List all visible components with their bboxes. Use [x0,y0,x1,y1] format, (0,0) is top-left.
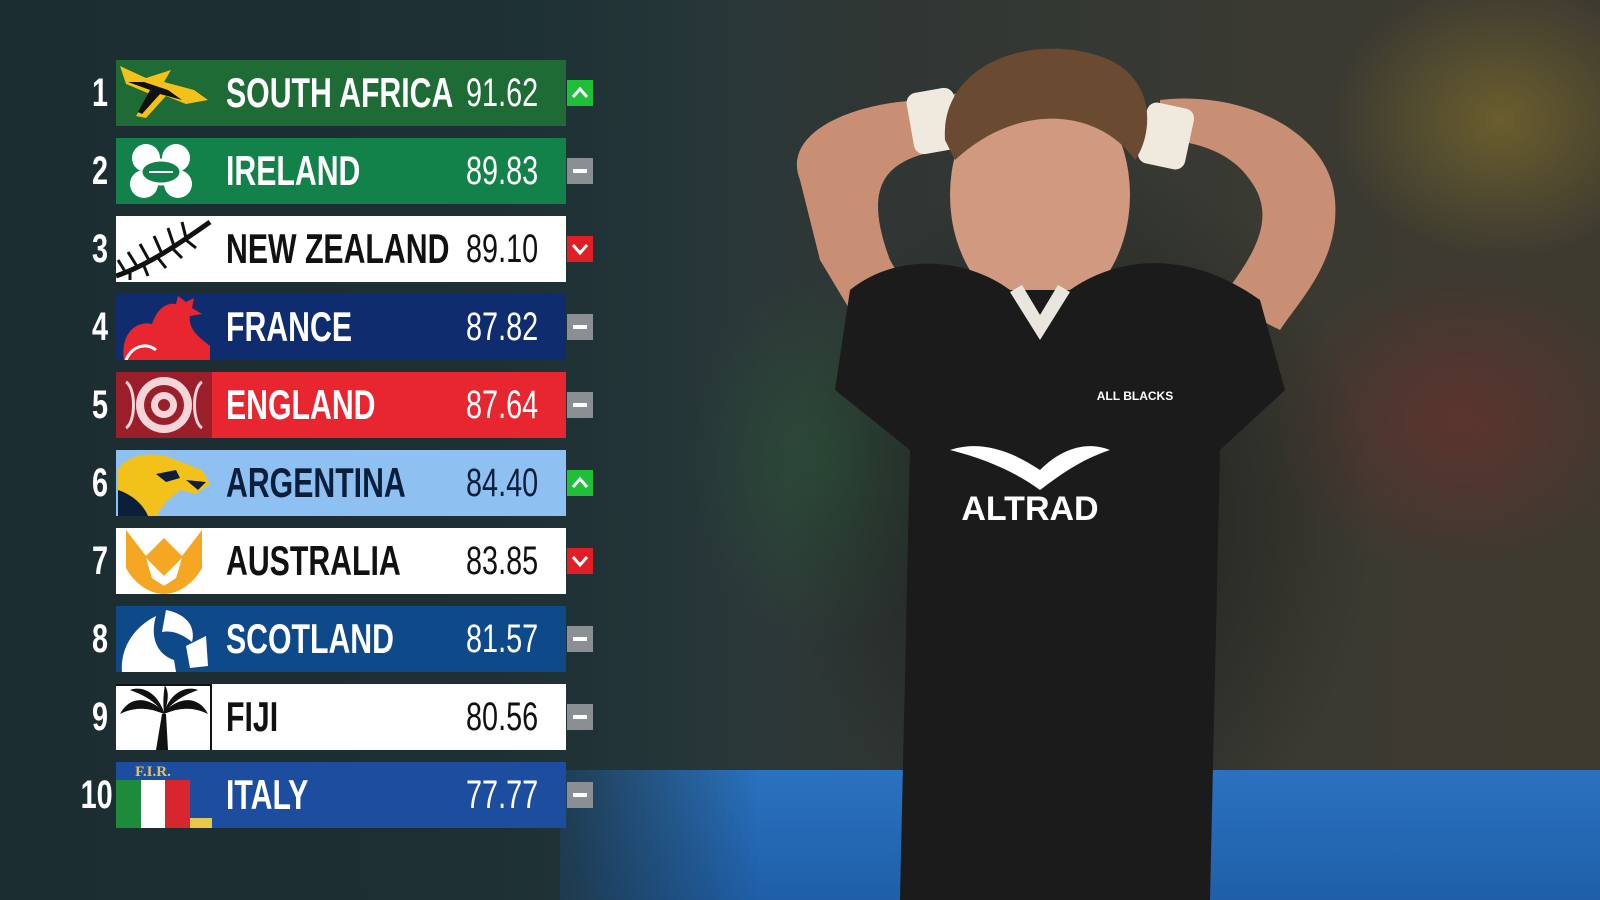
trend-up-icon [567,470,593,496]
fir-text: F.I.R. [135,764,171,780]
team-name: NEW ZEALAND [226,225,450,272]
trend-same-icon [567,314,593,340]
fir-shield-icon: F.I.R. [116,762,212,828]
team-points: 87.82 [465,305,538,349]
ranking-row: 6 ARGENTINA 84.40 [70,450,593,516]
trend-up-icon [567,80,593,106]
ranking-row: 5 ENGLAND 87.64 [70,372,593,438]
rank-number: 8 [91,617,108,661]
rank-number: 4 [91,305,108,349]
ranking-row: 7 AUSTRALIA 83.85 [70,528,593,594]
team-points: 80.56 [465,695,538,739]
rank-number: 3 [91,227,108,271]
puma-icon [116,450,212,516]
trend-down-icon [567,236,593,262]
shamrock-icon [116,138,212,204]
palm-icon [116,684,212,750]
ranking-row: 2 IRELAND 89.83 [70,138,593,204]
trend-same-icon [567,158,593,184]
team-name: IRELAND [226,147,361,194]
team-bar: ARGENTINA 84.40 [116,450,566,516]
team-bar: FRANCE 87.82 [116,294,566,360]
ranking-row: 1 SOUTH AFRICA 91.62 [70,60,593,126]
trend-same-icon [567,392,593,418]
ranking-row: 10 F.I.R. ITALY 77.77 [70,762,593,828]
team-name: SOUTH AFRICA [226,69,454,116]
ranking-row: 4 FRANCE 87.82 [70,294,593,360]
team-points: 83.85 [465,539,538,583]
rank-number: 6 [91,461,108,505]
jersey-crest: ALL BLACKS [1097,389,1173,403]
team-name: AUSTRALIA [226,537,401,584]
team-name: ENGLAND [226,381,376,428]
ranking-row: 8 SCOTLAND 81.57 [70,606,593,672]
team-bar: AUSTRALIA 83.85 [116,528,566,594]
team-name: ARGENTINA [226,459,406,506]
trend-same-icon [567,782,593,808]
rank-number: 9 [91,695,108,739]
rooster-icon [116,294,212,360]
player-photo: ALTRAD ALL BLACKS [796,48,1336,900]
rank-number: 2 [91,149,108,193]
team-name: ITALY [226,771,309,818]
team-name: FRANCE [226,303,352,350]
ranking-row: 9 FIJI 80.56 [70,684,593,750]
team-points: 91.62 [465,71,538,115]
thistle-icon [116,606,212,672]
team-bar: SOUTH AFRICA 91.62 [116,60,566,126]
team-name: SCOTLAND [226,615,394,662]
trend-same-icon [567,626,593,652]
rose-icon [116,372,212,438]
jersey-sponsor: ALTRAD [961,490,1098,528]
team-bar: ENGLAND 87.64 [116,372,566,438]
trend-same-icon [567,704,593,730]
team-points: 89.10 [465,227,538,271]
ranking-row: 3 NEW ZEALAND 89.10 [70,216,593,282]
team-bar: IRELAND 89.83 [116,138,566,204]
team-points: 84.40 [465,461,538,505]
silver-fern-icon [116,216,212,282]
team-bar: F.I.R. ITALY 77.77 [116,762,566,828]
rank-number: 10 [80,773,113,817]
team-points: 81.57 [465,617,538,661]
team-bar: SCOTLAND 81.57 [116,606,566,672]
springbok-icon [116,60,212,126]
wallaby-icon [116,528,212,594]
team-points: 87.64 [465,383,538,427]
trend-down-icon [567,548,593,574]
team-bar: FIJI 80.56 [116,684,566,750]
rank-number: 1 [91,71,108,115]
team-points: 77.77 [465,773,538,817]
team-bar: NEW ZEALAND 89.10 [116,216,566,282]
rank-number: 5 [91,383,108,427]
team-points: 89.83 [465,149,538,193]
rank-number: 7 [91,539,108,583]
team-name: FIJI [226,693,279,740]
